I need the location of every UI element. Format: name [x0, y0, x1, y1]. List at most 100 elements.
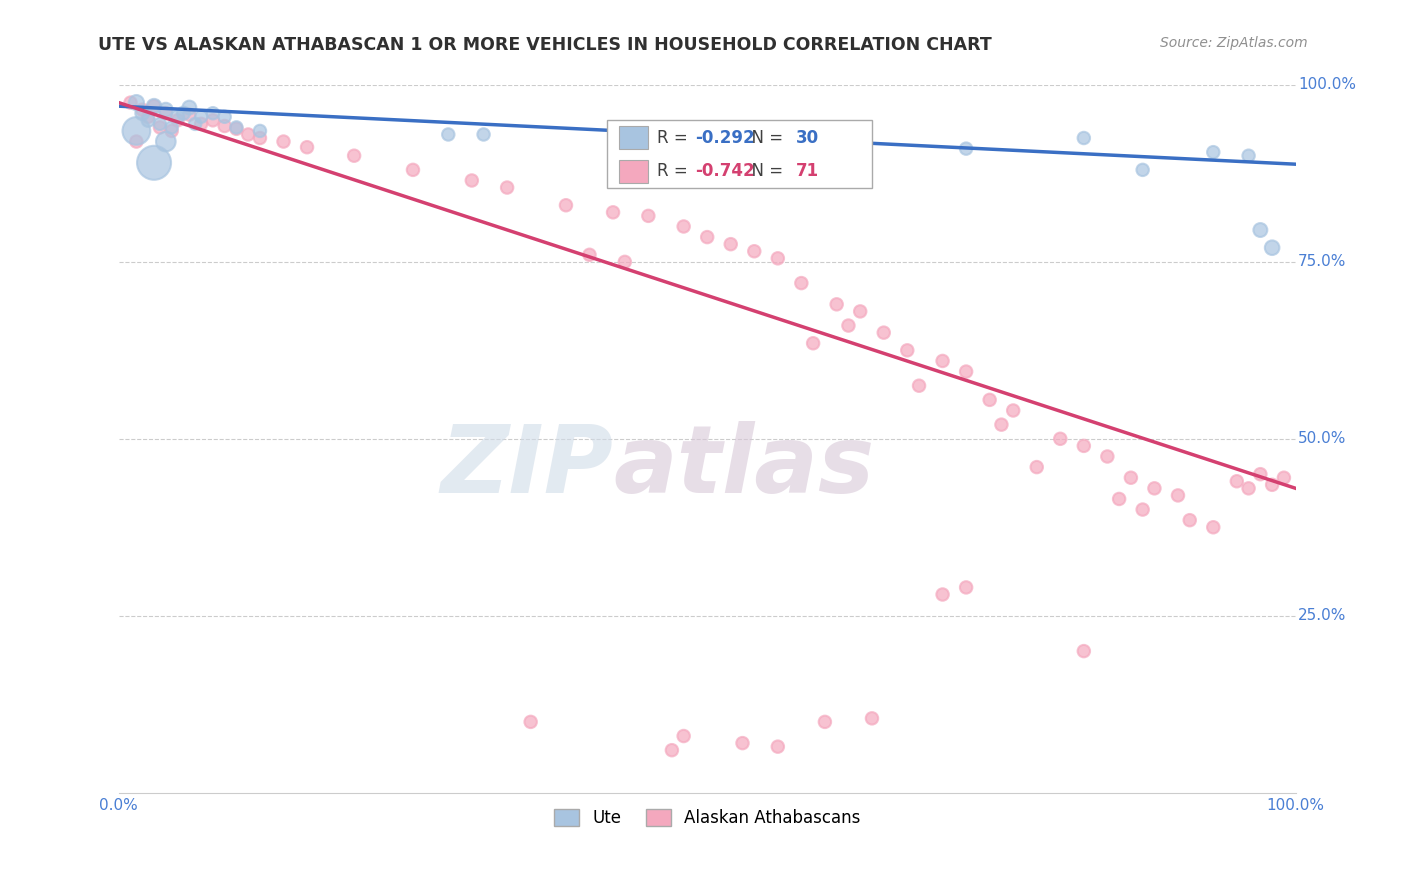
Point	[1178, 513, 1201, 527]
Point	[143, 99, 166, 113]
Text: 75.0%: 75.0%	[1298, 254, 1347, 269]
Point	[166, 110, 188, 124]
Point	[131, 103, 153, 117]
Text: ZIP: ZIP	[440, 421, 613, 513]
Point	[1073, 644, 1095, 658]
Point	[125, 135, 148, 149]
Point	[1261, 241, 1284, 255]
Point	[179, 108, 201, 122]
Point	[742, 244, 765, 259]
Point	[136, 110, 159, 124]
Text: 100.0%: 100.0%	[1298, 78, 1355, 93]
Point	[120, 95, 142, 110]
Point	[720, 237, 742, 252]
Point	[172, 106, 194, 120]
Text: -0.742: -0.742	[696, 162, 755, 180]
Point	[837, 318, 859, 333]
Point	[1119, 471, 1142, 485]
Point	[179, 101, 201, 115]
Point	[849, 304, 872, 318]
Point	[155, 135, 177, 149]
Text: 50.0%: 50.0%	[1298, 432, 1347, 446]
Point	[472, 128, 495, 142]
Point	[955, 142, 977, 156]
Point	[249, 124, 271, 138]
Point	[990, 417, 1012, 432]
Bar	[619, 160, 648, 183]
Point	[931, 354, 953, 368]
Point	[1025, 460, 1047, 475]
Point	[1272, 471, 1295, 485]
Point	[160, 120, 183, 135]
Point	[672, 219, 695, 234]
Point	[201, 113, 224, 128]
Point	[1249, 223, 1271, 237]
Point	[149, 120, 172, 135]
Point	[873, 326, 896, 340]
Point	[814, 124, 837, 138]
Point	[731, 736, 754, 750]
Point	[125, 124, 148, 138]
Point	[1237, 149, 1260, 163]
Point	[755, 135, 778, 149]
Point	[343, 149, 366, 163]
Point	[1049, 432, 1071, 446]
Point	[825, 297, 848, 311]
Point	[190, 110, 212, 124]
Point	[578, 248, 600, 262]
Point	[908, 378, 931, 392]
Text: N =: N =	[741, 162, 789, 180]
Text: 30: 30	[796, 128, 818, 147]
Point	[225, 120, 247, 135]
Point	[155, 103, 177, 117]
Point	[238, 128, 260, 142]
Point	[555, 198, 578, 212]
Point	[955, 581, 977, 595]
Point	[613, 255, 636, 269]
Point	[136, 113, 159, 128]
Point	[295, 140, 318, 154]
Point	[1167, 488, 1189, 502]
Point	[637, 209, 659, 223]
Text: 71: 71	[796, 162, 818, 180]
Text: 25.0%: 25.0%	[1298, 608, 1347, 624]
Point	[766, 252, 789, 266]
Point	[1132, 502, 1154, 516]
Text: atlas: atlas	[613, 421, 875, 513]
Text: UTE VS ALASKAN ATHABASCAN 1 OR MORE VEHICLES IN HOUSEHOLD CORRELATION CHART: UTE VS ALASKAN ATHABASCAN 1 OR MORE VEHI…	[98, 36, 993, 54]
Text: N =: N =	[741, 128, 789, 147]
Legend: Ute, Alaskan Athabascans: Ute, Alaskan Athabascans	[547, 803, 868, 834]
Point	[1097, 450, 1119, 464]
Point	[1073, 131, 1095, 145]
Text: R =: R =	[657, 128, 693, 147]
Point	[249, 131, 271, 145]
Point	[155, 106, 177, 120]
Point	[461, 173, 484, 187]
Text: Source: ZipAtlas.com: Source: ZipAtlas.com	[1160, 36, 1308, 50]
Point	[860, 711, 883, 725]
Point	[696, 230, 718, 244]
Point	[1143, 481, 1166, 495]
Point	[519, 714, 541, 729]
Point	[1237, 481, 1260, 495]
Point	[184, 117, 207, 131]
Point	[149, 117, 172, 131]
Point	[125, 95, 148, 110]
Point	[131, 106, 153, 120]
Point	[672, 729, 695, 743]
Point	[1132, 162, 1154, 177]
Point	[931, 587, 953, 601]
Point	[1202, 520, 1225, 534]
Point	[1226, 475, 1249, 489]
Point	[214, 119, 236, 133]
Point	[273, 135, 295, 149]
Text: R =: R =	[657, 162, 693, 180]
Point	[437, 128, 460, 142]
Point	[190, 117, 212, 131]
Point	[214, 110, 236, 124]
Bar	[619, 127, 648, 149]
Point	[496, 180, 519, 194]
Point	[955, 365, 977, 379]
FancyBboxPatch shape	[607, 120, 872, 187]
Point	[661, 743, 683, 757]
